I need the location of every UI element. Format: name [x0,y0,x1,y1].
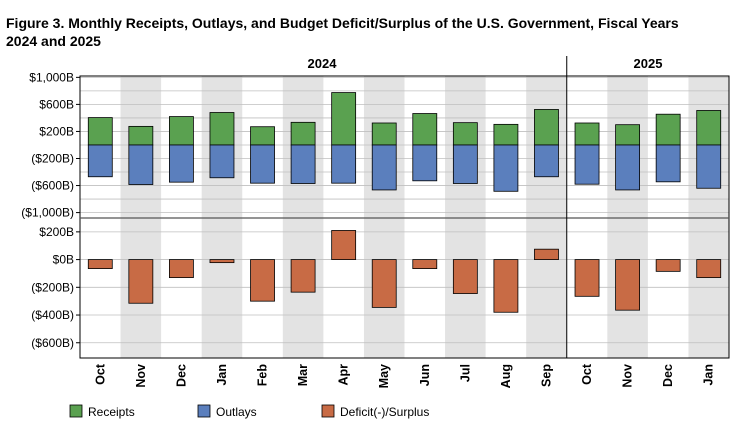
receipts-bar-8 [412,113,438,146]
deficit-surplus-bar-11 [534,248,559,260]
month-label-2: Dec [174,364,188,387]
month-label-14: Dec [661,364,675,387]
ytick-label-top: $600B [39,97,74,111]
outlays-bar-8 [412,144,438,182]
ytick-label-top: $1,000B [29,70,74,84]
ytick-label-top: $200B [39,124,74,138]
receipts-bar-4 [250,126,275,146]
outlays-bar-6 [331,144,357,184]
ytick-label-bottom: $0B [53,253,74,267]
month-label-4: Feb [256,364,270,387]
outlays-bar-1 [128,144,154,185]
deficit-surplus-bar-2 [169,259,194,279]
receipts-bar-1 [128,125,154,146]
deficit-surplus-bar-13 [615,259,640,311]
legend-label-deficit-surplus: Deficit(-)/Surplus [340,405,429,419]
legend-label-outlays: Outlays [216,405,257,419]
month-label-7: May [377,364,391,388]
plot-border [79,75,730,359]
month-label-13: Nov [621,364,635,388]
plot-frame [79,56,730,359]
outlays-bar-9 [452,144,478,184]
deficit-surplus-bar-7 [371,259,397,308]
outlays-bar-0 [87,144,113,178]
year-label-2025: 2025 [634,56,663,71]
month-label-8: Jun [418,364,432,386]
receipts-bar-7 [371,122,397,146]
deficit-surplus-bar-15 [696,259,722,279]
shade-column-1 [120,76,162,358]
legend: Receipts Outlays Deficit(-)/Surplus [69,404,429,419]
outlays-bar-3 [209,144,235,179]
deficit-surplus-bar-9 [452,259,478,294]
outlays-bar-15 [696,144,722,189]
shade-column-13 [607,76,648,358]
ytick-label-top: ($200B) [31,151,74,165]
deficit-surplus-bar-0 [87,259,113,269]
outlays-bar-10 [493,144,519,192]
receipts-outlays-bars [87,92,722,192]
deficit-surplus-bar-5 [290,259,316,293]
month-label-9: Jul [458,364,472,382]
deficit-surplus-bar-8 [412,259,438,269]
outlays-bar-7 [371,144,397,191]
month-axis-labels: Oct Nov Dec Jan Feb Mar Apr May Jun Jul Aug Sep Oct N… [93,363,715,388]
deficit-surplus-bar-1 [128,259,154,304]
month-label-12: Oct [580,363,594,385]
receipts-bar-14 [655,113,681,146]
month-label-5: Mar [296,364,310,386]
ytick-label-bottom: ($400B) [31,308,74,322]
outlays-bar-2 [169,144,194,183]
month-label-3: Jan [215,364,229,386]
receipts-bar-3 [209,112,235,146]
receipts-bar-9 [452,122,478,146]
receipts-bar-12 [574,122,600,146]
deficit-surplus-bars [87,230,722,313]
receipts-bar-0 [87,117,113,146]
ytick-label-bottom: ($200B) [31,280,74,294]
year-label-2024: 2024 [308,56,338,71]
receipts-bar-2 [169,116,194,146]
receipts-bar-15 [696,110,722,146]
month-label-10: Aug [499,364,513,388]
ytick-label-top: ($1,000B) [21,206,74,220]
outlays-bar-14 [655,144,681,183]
deficit-surplus-bar-14 [655,259,681,272]
legend-label-receipts: Receipts [88,405,135,419]
deficit-surplus-bar-4 [250,259,275,302]
y-axis-ticks: $1,000B $600B $200B ($200B) ($600B) ($1,000B)… [21,70,80,350]
outlays-bar-4 [250,144,275,184]
deficit-surplus-bar-6 [331,230,357,260]
month-label-11: Sep [539,364,553,387]
ytick-label-top: ($600B) [31,179,74,193]
deficit-surplus-bar-3 [209,259,235,264]
legend-swatch-outlays [197,404,211,418]
legend-swatch-deficit-surplus [321,404,335,418]
ytick-label-bottom: $200B [39,225,74,239]
outlays-bar-13 [615,144,640,191]
receipts-bar-10 [493,123,519,146]
deficit-surplus-bar-12 [574,259,600,297]
receipts-bar-13 [615,124,640,146]
month-label-6: Apr [337,364,351,386]
receipts-bar-5 [290,121,316,146]
outlays-bar-11 [534,144,559,178]
receipts-bar-6 [331,92,357,146]
receipts-bar-11 [534,109,559,146]
outlays-bar-12 [574,144,600,185]
chart-title-line2: 2024 and 2025 [6,33,101,49]
month-label-1: Nov [134,364,148,388]
deficit-surplus-bar-10 [493,259,519,313]
outlays-bar-5 [290,144,316,184]
ytick-label-bottom: ($600B) [31,336,74,350]
month-label-0: Oct [93,363,107,385]
month-label-15: Jan [702,364,716,386]
chart-title-line1: Figure 3. Monthly Receipts, Outlays, and… [6,15,679,31]
legend-swatch-receipts [69,404,83,418]
